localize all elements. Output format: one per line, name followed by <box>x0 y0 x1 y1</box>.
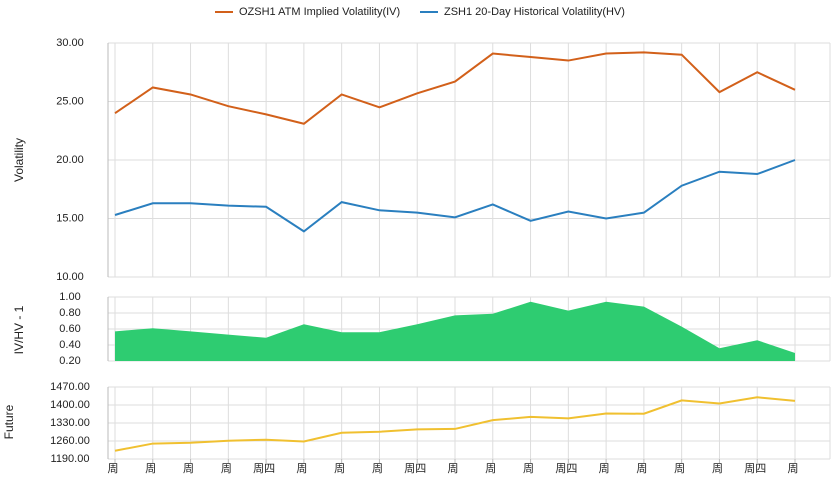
y-tick-label: 1.00 <box>59 291 80 303</box>
x-tick-label: 周 <box>145 462 156 475</box>
x-tick-label: 周 <box>183 462 194 475</box>
y-tick-label: 25.00 <box>56 95 84 107</box>
x-tick-label: 周 <box>334 462 345 475</box>
x-tick-label: 周 <box>636 462 647 475</box>
y-tick-label: 1190.00 <box>51 453 90 465</box>
legend-label: ZSH1 20-Day Historical Volatility(HV) <box>444 6 625 18</box>
x-tick-label: 周 <box>599 462 610 475</box>
x-tick-label: 周 <box>485 462 496 475</box>
x-tick-label: 周 <box>674 462 685 475</box>
legend-label: OZSH1 ATM Implied Volatility(IV) <box>239 6 400 18</box>
y-tick-label: 1330.00 <box>50 417 90 429</box>
y-tick-label: 1260.00 <box>50 435 90 447</box>
x-tick-label: 周 <box>523 462 534 475</box>
line <box>114 396 796 452</box>
area <box>115 301 795 361</box>
x-tick-label: 周四 <box>253 462 275 475</box>
x-tick-label: 周 <box>108 462 119 475</box>
y-tick-label: 10.00 <box>56 271 84 283</box>
y-tick-label: 1470.00 <box>50 381 90 393</box>
x-tick-label: 周 <box>372 462 383 475</box>
y-tick-label: 1400.00 <box>50 399 90 411</box>
y-tick-label: 15.00 <box>56 212 84 224</box>
y-tick-label: 0.60 <box>59 323 80 335</box>
y-tick-label: 0.80 <box>59 307 80 319</box>
x-tick-label: 周 <box>296 462 307 475</box>
y-axis-label: IV/HV - 1 <box>12 305 26 354</box>
y-axis-label: Volatility <box>12 138 26 182</box>
y-tick-label: 0.40 <box>59 339 80 351</box>
x-tick-label: 周四 <box>555 462 577 475</box>
line <box>114 159 796 233</box>
x-tick-label: 周 <box>712 462 723 475</box>
x-tick-label: 周 <box>788 462 799 475</box>
x-tick-label: 周四 <box>744 462 766 475</box>
y-tick-label: 0.20 <box>59 355 80 367</box>
line <box>114 51 796 125</box>
y-axis-label: Future <box>2 404 16 439</box>
y-tick-label: 20.00 <box>56 154 84 166</box>
x-tick-label: 周 <box>221 462 232 475</box>
x-tick-label: 周 <box>448 462 459 475</box>
y-tick-label: 30.00 <box>56 37 84 49</box>
x-tick-label: 周四 <box>404 462 426 475</box>
